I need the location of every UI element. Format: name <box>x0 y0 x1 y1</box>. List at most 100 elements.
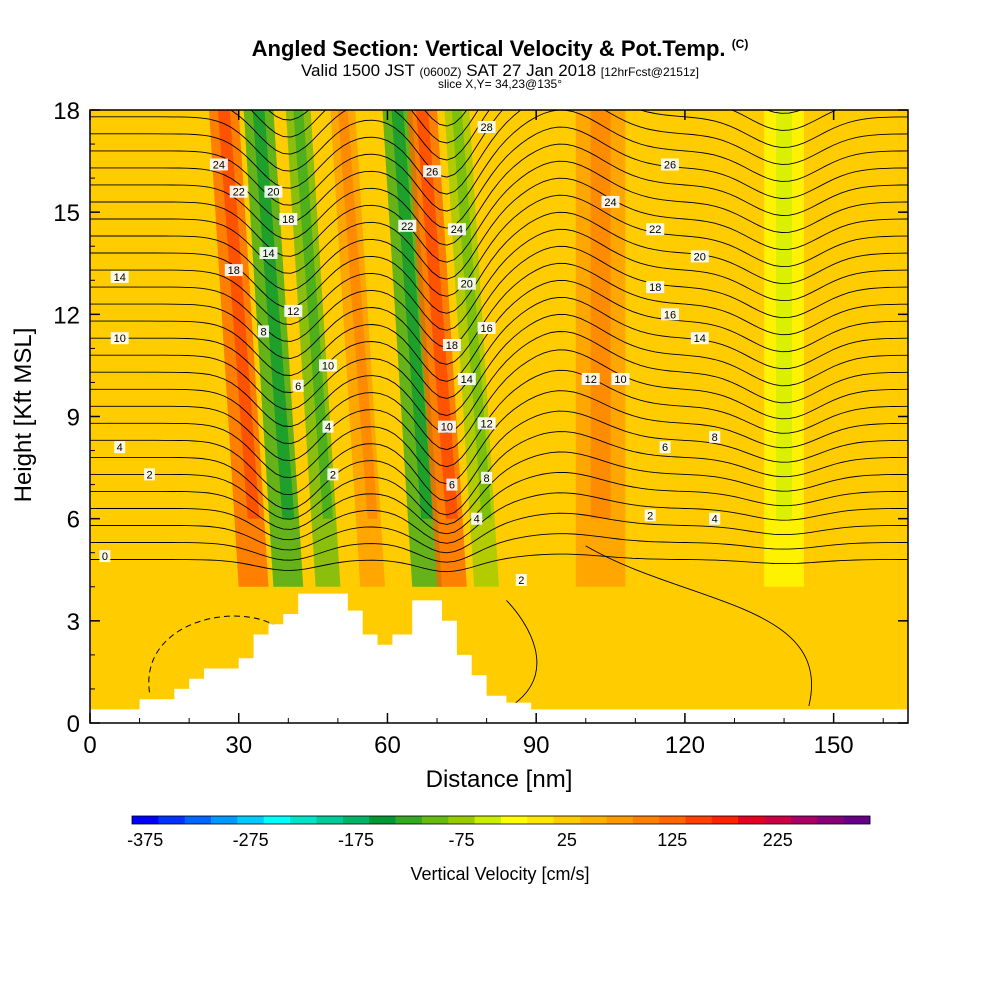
contour-label-text: 8 <box>260 326 266 338</box>
y-tick-label: 3 <box>67 609 80 636</box>
colorbar-swatch <box>421 816 449 824</box>
contour-label-text: 20 <box>461 279 473 291</box>
contour-label: 6 <box>446 478 458 492</box>
colorbar-swatch <box>211 816 238 824</box>
contour-label: 16 <box>661 308 679 321</box>
contour-label-bg <box>264 185 283 198</box>
theta-contour-line <box>90 143 908 246</box>
colorbar-tick-label: 225 <box>763 830 793 850</box>
contour-label-text: 18 <box>649 282 661 294</box>
contour-label-bg <box>144 468 155 481</box>
contour-label-text: 22 <box>401 221 413 233</box>
contour-label-bg <box>477 322 496 334</box>
contour-label-bg <box>659 441 671 454</box>
contour-label-text: 10 <box>614 374 626 386</box>
colorbar-swatch <box>369 816 396 824</box>
contour-label-bg <box>581 373 600 385</box>
contour-label-bg <box>457 277 476 290</box>
contour-label: 26 <box>423 165 442 178</box>
contour-label-text: 24 <box>213 160 225 172</box>
contour-label: 6 <box>292 379 304 393</box>
contour-label: 12 <box>581 373 600 386</box>
theta-contour-line <box>250 110 803 144</box>
contour-label: 10 <box>437 420 456 434</box>
contour-label-text: 10 <box>114 333 126 345</box>
contour-label-text: 24 <box>604 197 616 209</box>
contour-label-text: 16 <box>480 323 492 335</box>
theta-contour-line <box>90 349 908 451</box>
theta-contour-line <box>90 160 908 263</box>
contour-label-text: 18 <box>446 340 458 352</box>
x-axis-label: Distance [nm] <box>425 766 573 793</box>
contour-label-text: 4 <box>117 442 123 454</box>
contour-label-bg <box>279 213 298 225</box>
contour-label-text: 6 <box>662 442 668 454</box>
y-axis: 0 3 6 9 12 15 18 <box>53 98 908 738</box>
theta-contour-line <box>90 451 908 525</box>
contour-label-bg <box>99 550 111 563</box>
contour-label-text: 4 <box>712 514 718 526</box>
contour-label: 20 <box>264 185 283 199</box>
colorbar-swatch <box>501 816 528 824</box>
colorbar-swatch <box>474 816 502 824</box>
y-tick-label: 0 <box>67 711 80 738</box>
contour-label: 4 <box>471 512 483 526</box>
velocity-band-core <box>252 110 295 519</box>
contour-label-text: 22 <box>649 224 661 236</box>
contour-label-bg <box>690 332 709 345</box>
contour-label-bg <box>601 195 620 208</box>
contour-label: 0 <box>99 550 111 563</box>
theta-contour-line <box>90 431 908 516</box>
colorbar-tick-label: 25 <box>557 830 577 850</box>
contour-label-text: 4 <box>325 422 331 434</box>
theta-contour-line <box>90 262 908 365</box>
velocity-band-core <box>337 110 378 519</box>
theta-contour-line <box>90 331 908 433</box>
theta-contour-line <box>90 512 908 554</box>
x-axis: 0 30 60 90 120 150 <box>83 110 884 759</box>
theta-contour-line <box>90 177 908 280</box>
contour-label-bg <box>690 250 709 263</box>
colorbar-swatch <box>738 816 765 824</box>
contour-label: 16 <box>477 322 496 335</box>
colorbar-label: Vertical Velocity [cm/s] <box>410 864 590 884</box>
terrain-mask <box>90 593 908 723</box>
contour-label-text: 8 <box>484 473 490 485</box>
contour-label-bg <box>398 219 417 232</box>
slice-info: slice X,Y= 34,23@135° <box>437 77 563 91</box>
y-tick-label: 9 <box>67 405 80 432</box>
contour-label: 22 <box>229 185 248 199</box>
theta-contour-line <box>90 194 908 297</box>
colorbar-tick-label: -375 <box>127 830 163 850</box>
contour-label: 4 <box>322 420 334 434</box>
contour-label-text: 12 <box>480 418 492 430</box>
contour-label: 20 <box>457 277 476 291</box>
contour-label: 8 <box>258 325 269 338</box>
contour-label: 2 <box>144 468 155 481</box>
chart-subtitle: Valid 1500 JST (0600Z) SAT 27 Jan 2018 [… <box>300 61 699 80</box>
theta-contour-line <box>90 492 908 544</box>
colorbar-swatch <box>527 816 555 824</box>
contour-label: 14 <box>690 332 709 345</box>
contour-label-text: 24 <box>451 224 463 236</box>
contour-label-bg <box>327 468 339 481</box>
contour-label: 18 <box>279 213 298 226</box>
theta-contour-line <box>90 369 908 468</box>
colorbar-swatch <box>843 816 871 824</box>
contour-label-text: 22 <box>233 187 245 199</box>
velocity-band-core <box>217 110 260 519</box>
contour-label-bg <box>322 420 334 433</box>
velocity-band-core <box>451 110 492 519</box>
contour-label: 2 <box>327 468 339 481</box>
colorbar-frame <box>131 815 871 825</box>
contour-label-text: 2 <box>647 510 653 522</box>
theta-contours <box>90 110 908 707</box>
theta-contour-line <box>585 545 812 707</box>
contour-label-bg <box>477 121 496 133</box>
contour-label: 10 <box>319 359 337 372</box>
contour-label-text: 18 <box>228 265 240 277</box>
contour-label-bg <box>661 158 679 171</box>
contour-label-text: 18 <box>282 214 294 226</box>
